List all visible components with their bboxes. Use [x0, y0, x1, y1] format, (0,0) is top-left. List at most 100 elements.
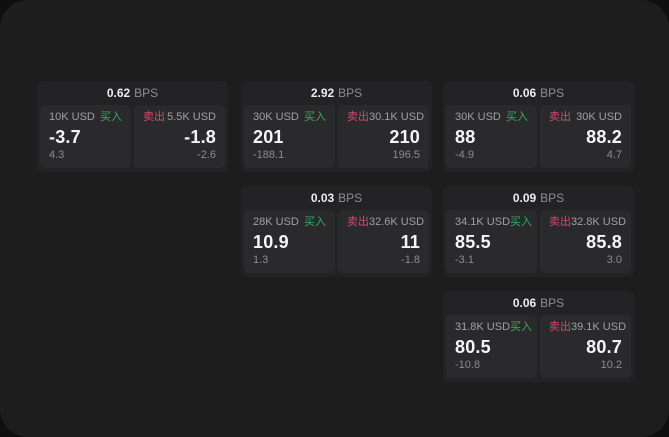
- buy-delta: -188.1: [253, 149, 285, 161]
- buy-panel[interactable]: 34.1K USD 买入 85.5 -3.1: [446, 210, 537, 273]
- sell-delta: 3.0: [606, 254, 622, 266]
- buy-delta: 4.3: [49, 149, 65, 161]
- buy-label: 买入: [304, 216, 326, 228]
- spread-header: 2.92 BPS: [241, 81, 432, 105]
- spread-unit: BPS: [134, 86, 159, 100]
- buy-price: -3.7: [49, 126, 81, 147]
- sell-panel[interactable]: 卖出 30K USD 88.2 4.7: [540, 105, 631, 168]
- sell-top-row: 卖出 30.1K USD: [347, 111, 424, 124]
- sell-top-row: 卖出 30K USD: [549, 111, 622, 124]
- quote-body: 10K USD 买入 -3.7 4.3 卖出 5.5K USD -1.8 -2.…: [37, 105, 228, 168]
- quote-body: 34.1K USD 买入 85.5 -3.1 卖出 32.8K USD 85.8…: [443, 210, 634, 273]
- sell-label: 卖出: [143, 111, 165, 123]
- buy-label: 买入: [100, 111, 122, 123]
- sell-amount: 5.5K USD: [167, 111, 216, 123]
- sell-top-row: 卖出 32.8K USD: [549, 216, 626, 229]
- sell-delta: 4.7: [606, 149, 622, 161]
- spread-value: 0.06: [512, 86, 537, 100]
- spread-value: 0.62: [106, 86, 131, 100]
- sell-delta: 196.5: [392, 149, 420, 161]
- sell-price: 88.2: [586, 126, 622, 147]
- buy-delta: 1.3: [253, 254, 269, 266]
- sell-price: 11: [400, 231, 420, 252]
- buy-label: 买入: [510, 321, 533, 333]
- quote-card: 0.06 BPS 30K USD 买入 88 -4.9 卖出 30K USD 8…: [443, 81, 634, 172]
- buy-delta: -3.1: [455, 254, 474, 266]
- quote-card: 0.03 BPS 28K USD 买入 10.9 1.3 卖出 32.6K US…: [241, 186, 432, 277]
- buy-top-row: 28K USD 买入: [253, 216, 326, 229]
- sell-top-row: 卖出 39.1K USD: [549, 321, 626, 334]
- spread-unit: BPS: [338, 191, 363, 205]
- buy-price: 88: [455, 126, 476, 147]
- spread-header: 0.06 BPS: [443, 291, 634, 315]
- buy-amount: 34.1K USD: [455, 216, 511, 228]
- buy-amount: 10K USD: [49, 111, 95, 123]
- buy-price: 85.5: [455, 231, 491, 252]
- quote-body: 30K USD 买入 201 -188.1 卖出 30.1K USD 210 1…: [241, 105, 432, 168]
- spread-value: 0.06: [512, 296, 537, 310]
- sell-top-row: 卖出 5.5K USD: [143, 111, 216, 124]
- quote-card: 0.09 BPS 34.1K USD 买入 85.5 -3.1 卖出 32.8K…: [443, 186, 634, 277]
- sell-delta: -1.8: [401, 254, 420, 266]
- sell-label: 卖出: [549, 216, 571, 228]
- sell-amount: 30.1K USD: [369, 111, 425, 123]
- buy-top-row: 30K USD 买入: [253, 111, 326, 124]
- quote-card: 0.06 BPS 31.8K USD 买入 80.5 -10.8 卖出 39.1…: [443, 291, 634, 382]
- buy-panel[interactable]: 30K USD 买入 88 -4.9: [446, 105, 537, 168]
- spread-header: 0.09 BPS: [443, 186, 634, 210]
- sell-price: -1.8: [184, 126, 216, 147]
- buy-price: 80.5: [455, 336, 491, 357]
- spread-header: 0.62 BPS: [37, 81, 228, 105]
- buy-amount: 31.8K USD: [455, 321, 511, 333]
- buy-panel[interactable]: 30K USD 买入 201 -188.1: [244, 105, 335, 168]
- buy-price: 201: [253, 126, 284, 147]
- sell-panel[interactable]: 卖出 5.5K USD -1.8 -2.6: [134, 105, 225, 168]
- buy-panel[interactable]: 28K USD 买入 10.9 1.3: [244, 210, 335, 273]
- quote-card: 0.62 BPS 10K USD 买入 -3.7 4.3 卖出 5.5K USD…: [37, 81, 228, 172]
- spread-header: 0.06 BPS: [443, 81, 634, 105]
- spread-unit: BPS: [338, 86, 363, 100]
- quote-body: 30K USD 买入 88 -4.9 卖出 30K USD 88.2 4.7: [443, 105, 634, 168]
- sell-label: 卖出: [347, 111, 369, 123]
- sell-price: 85.8: [586, 231, 622, 252]
- sell-label: 卖出: [549, 321, 571, 333]
- sell-price: 80.7: [586, 336, 622, 357]
- sell-top-row: 卖出 32.6K USD: [347, 216, 424, 229]
- sell-panel[interactable]: 卖出 39.1K USD 80.7 10.2: [540, 315, 631, 378]
- buy-top-row: 10K USD 买入: [49, 111, 122, 124]
- sell-amount: 32.6K USD: [369, 216, 425, 228]
- buy-top-row: 31.8K USD 买入: [455, 321, 532, 334]
- buy-label: 买入: [304, 111, 326, 123]
- sell-panel[interactable]: 卖出 32.6K USD 11 -1.8: [338, 210, 429, 273]
- sell-amount: 30K USD: [576, 111, 622, 123]
- buy-delta: -4.9: [455, 149, 474, 161]
- sell-price: 210: [389, 126, 420, 147]
- buy-label: 买入: [510, 216, 533, 228]
- spread-value: 2.92: [310, 86, 335, 100]
- sell-delta: -2.6: [197, 149, 216, 161]
- spread-header: 0.03 BPS: [241, 186, 432, 210]
- quote-body: 31.8K USD 买入 80.5 -10.8 卖出 39.1K USD 80.…: [443, 315, 634, 378]
- sell-delta: 10.2: [600, 359, 622, 371]
- buy-top-row: 30K USD 买入: [455, 111, 528, 124]
- sell-label: 卖出: [549, 111, 571, 123]
- spread-value: 0.09: [512, 191, 537, 205]
- buy-top-row: 34.1K USD 买入: [455, 216, 532, 229]
- sell-amount: 39.1K USD: [571, 321, 627, 333]
- sell-amount: 32.8K USD: [571, 216, 627, 228]
- spread-value: 0.03: [310, 191, 335, 205]
- buy-price: 10.9: [253, 231, 289, 252]
- spread-unit: BPS: [540, 296, 565, 310]
- buy-amount: 30K USD: [455, 111, 501, 123]
- buy-amount: 28K USD: [253, 216, 299, 228]
- quote-card: 2.92 BPS 30K USD 买入 201 -188.1 卖出 30.1K …: [241, 81, 432, 172]
- buy-label: 买入: [506, 111, 528, 123]
- buy-panel[interactable]: 31.8K USD 买入 80.5 -10.8: [446, 315, 537, 378]
- sell-panel[interactable]: 卖出 32.8K USD 85.8 3.0: [540, 210, 631, 273]
- buy-panel[interactable]: 10K USD 买入 -3.7 4.3: [40, 105, 131, 168]
- buy-delta: -10.8: [455, 359, 481, 371]
- spread-unit: BPS: [540, 86, 565, 100]
- buy-amount: 30K USD: [253, 111, 299, 123]
- sell-panel[interactable]: 卖出 30.1K USD 210 196.5: [338, 105, 429, 168]
